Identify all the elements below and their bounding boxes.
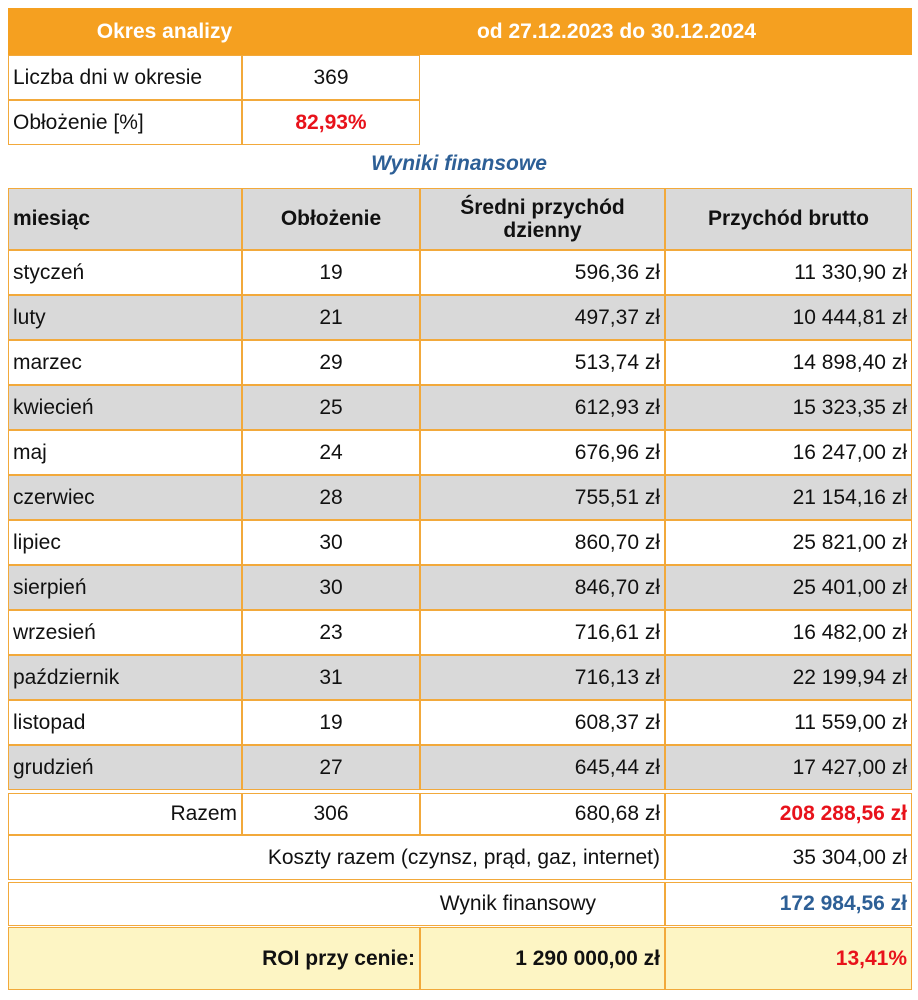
cell-occupancy: 19 — [242, 700, 420, 745]
result-label: Wynik finansowy — [8, 882, 665, 926]
cell-avg-revenue: 846,70 zł — [420, 565, 665, 610]
cell-month: grudzień — [8, 745, 242, 790]
header-occupancy: Obłożenie — [242, 188, 420, 250]
cell-occupancy: 29 — [242, 340, 420, 385]
result-value: 172 984,56 zł — [665, 882, 912, 926]
roi-label: ROI przy cenie: — [8, 927, 420, 990]
cell-gross-revenue: 22 199,94 zł — [665, 655, 912, 700]
cell-avg-revenue: 716,13 zł — [420, 655, 665, 700]
cell-month: maj — [8, 430, 242, 475]
total-gross: 208 288,56 zł — [665, 793, 912, 835]
cell-gross-revenue: 21 154,16 zł — [665, 475, 912, 520]
cell-avg-revenue: 612,93 zł — [420, 385, 665, 430]
cell-month: styczeń — [8, 250, 242, 295]
cell-avg-revenue: 596,36 zł — [420, 250, 665, 295]
cell-gross-revenue: 17 427,00 zł — [665, 745, 912, 790]
cell-occupancy: 21 — [242, 295, 420, 340]
cell-occupancy: 30 — [242, 565, 420, 610]
cell-occupancy: 25 — [242, 385, 420, 430]
period-range: od 27.12.2023 do 30.12.2024 — [321, 8, 912, 55]
total-label: Razem — [8, 793, 242, 835]
section-title: Wyniki finansowe — [371, 152, 547, 175]
cell-gross-revenue: 15 323,35 zł — [665, 385, 912, 430]
cell-occupancy: 30 — [242, 520, 420, 565]
total-avg: 680,68 zł — [420, 793, 665, 835]
cell-gross-revenue: 25 401,00 zł — [665, 565, 912, 610]
cell-occupancy: 28 — [242, 475, 420, 520]
costs-value: 35 304,00 zł — [665, 835, 912, 880]
roi-price: 1 290 000,00 zł — [420, 927, 665, 990]
cell-occupancy: 24 — [242, 430, 420, 475]
cell-gross-revenue: 11 330,90 zł — [665, 250, 912, 295]
cell-month: luty — [8, 295, 242, 340]
cell-month: marzec — [8, 340, 242, 385]
cell-avg-revenue: 860,70 zł — [420, 520, 665, 565]
days-label: Liczba dni w okresie — [8, 55, 242, 100]
cell-gross-revenue: 10 444,81 zł — [665, 295, 912, 340]
cell-gross-revenue: 16 482,00 zł — [665, 610, 912, 655]
total-occupancy: 306 — [242, 793, 420, 835]
cell-month: sierpień — [8, 565, 242, 610]
cell-avg-revenue: 676,96 zł — [420, 430, 665, 475]
cell-avg-revenue: 497,37 zł — [420, 295, 665, 340]
cell-occupancy: 23 — [242, 610, 420, 655]
cell-month: październik — [8, 655, 242, 700]
costs-label: Koszty razem (czynsz, prąd, gaz, interne… — [8, 835, 665, 880]
cell-avg-revenue: 608,37 zł — [420, 700, 665, 745]
cell-avg-revenue: 755,51 zł — [420, 475, 665, 520]
cell-month: listopad — [8, 700, 242, 745]
occupancy-value: 82,93% — [242, 100, 420, 145]
cell-avg-revenue: 716,61 zł — [420, 610, 665, 655]
cell-occupancy: 19 — [242, 250, 420, 295]
occupancy-label: Obłożenie [%] — [8, 100, 242, 145]
header-gross-revenue: Przychód brutto — [665, 188, 912, 250]
cell-gross-revenue: 11 559,00 zł — [665, 700, 912, 745]
cell-month: kwiecień — [8, 385, 242, 430]
cell-avg-revenue: 645,44 zł — [420, 745, 665, 790]
header-avg-revenue: Średni przychód dzienny — [420, 188, 665, 250]
cell-gross-revenue: 25 821,00 zł — [665, 520, 912, 565]
days-value: 369 — [242, 55, 420, 100]
cell-gross-revenue: 14 898,40 zł — [665, 340, 912, 385]
cell-occupancy: 31 — [242, 655, 420, 700]
header-month: miesiąc — [8, 188, 242, 250]
roi-value: 13,41% — [665, 927, 912, 990]
cell-occupancy: 27 — [242, 745, 420, 790]
cell-gross-revenue: 16 247,00 zł — [665, 430, 912, 475]
cell-month: wrzesień — [8, 610, 242, 655]
period-label: Okres analizy — [8, 8, 321, 55]
cell-month: lipiec — [8, 520, 242, 565]
cell-avg-revenue: 513,74 zł — [420, 340, 665, 385]
cell-month: czerwiec — [8, 475, 242, 520]
